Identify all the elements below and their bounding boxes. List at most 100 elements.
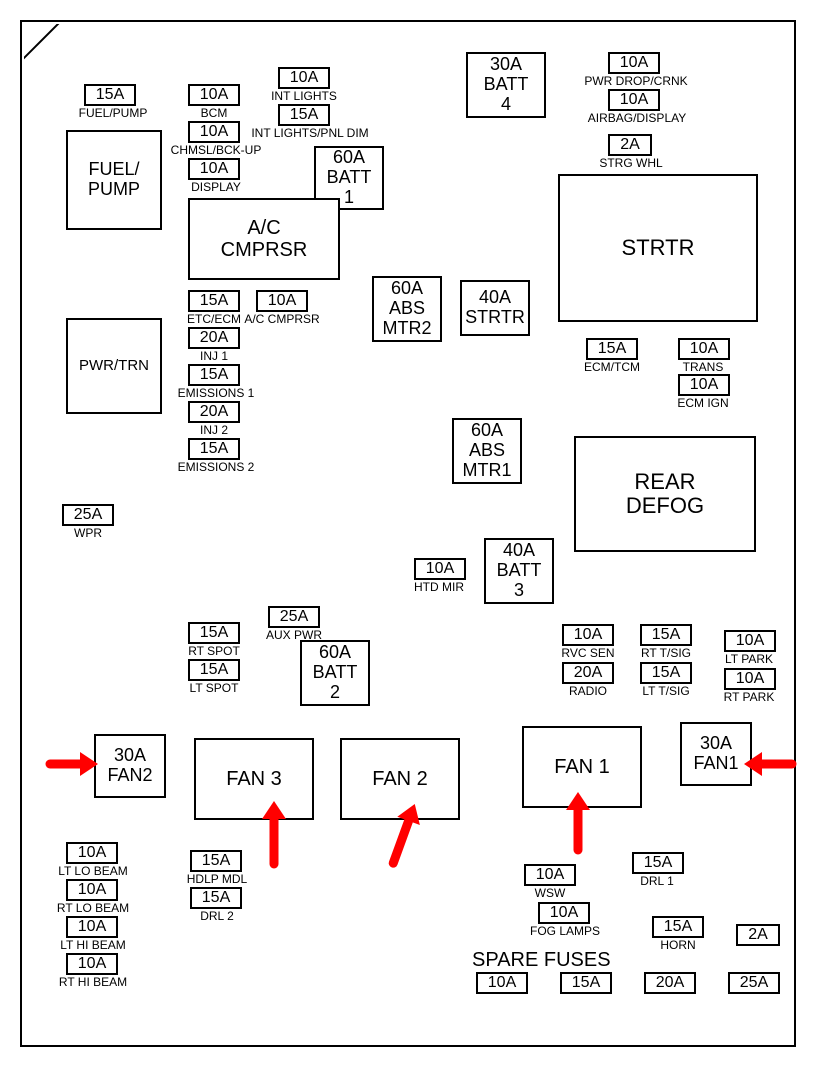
fuse-rt-lo-beam-text: 10A: [78, 881, 106, 899]
fuse-ecm-ign-label: ECM IGN: [674, 397, 732, 409]
fuse-lt-t-sig-label: LT T/SIG: [636, 685, 696, 697]
fuse-hdlp-mdl-text: 15A: [202, 852, 230, 870]
fuse-strg-whl: 2A: [608, 134, 652, 156]
fuse-airbag-display-label: AIRBAG/DISPLAY: [586, 112, 688, 124]
fuse-lt-t-sig: 15A: [640, 662, 692, 684]
fuse-emissions2: 15A: [188, 438, 240, 460]
fuse-drl2-label: DRL 2: [196, 910, 238, 922]
fuse-lt-hi-beam: 10A: [66, 916, 118, 938]
fuse-pwr-drop: 10A: [608, 52, 660, 74]
box-strtr-40a-text: 40A STRTR: [465, 288, 525, 328]
fuse-lt-lo-beam-label: LT LO BEAM: [54, 865, 132, 877]
fuse-display-text: 10A: [200, 160, 228, 178]
fuse-rt-spot-label: RT SPOT: [186, 645, 242, 657]
fuse-rt-park: 10A: [724, 668, 776, 690]
box-fan2-30a: 30A FAN2: [94, 734, 166, 798]
fuse-htd-mir-label: HTD MIR: [408, 581, 470, 593]
fuse-spare-25a-text: 25A: [740, 974, 768, 992]
fuse-emissions1: 15A: [188, 364, 240, 386]
fuse-trans: 10A: [678, 338, 730, 360]
fuse-box-panel: 15AFUEL/PUMP10ABCM10AINT LIGHTS15AINT LI…: [20, 20, 796, 1047]
fuse-rt-spot: 15A: [188, 622, 240, 644]
box-abs-mtr1-text: 60A ABS MTR1: [463, 421, 512, 480]
box-batt3-text: 40A BATT 3: [497, 541, 542, 600]
fuse-spare-2a: 2A: [736, 924, 780, 946]
fuse-hdlp-mdl: 15A: [190, 850, 242, 872]
fuse-trans-label: TRANS: [678, 361, 728, 373]
relay-fuel-pump: FUEL/ PUMP: [66, 130, 162, 230]
relay-fan1-text: FAN 1: [554, 756, 610, 778]
fuse-rt-t-sig-label: RT T/SIG: [636, 647, 696, 659]
fuse-rt-hi-beam: 10A: [66, 953, 118, 975]
relay-fan3: FAN 3: [194, 738, 314, 820]
fuse-lt-spot: 15A: [188, 659, 240, 681]
fuse-drl1-label: DRL 1: [636, 875, 678, 887]
fuse-horn: 15A: [652, 916, 704, 938]
fuse-wsw-label: WSW: [532, 887, 568, 899]
fuse-fuel-pump-text: 15A: [96, 86, 124, 104]
fuse-horn-text: 15A: [664, 918, 692, 936]
fuse-aux-pwr: 25A: [268, 606, 320, 628]
fuse-lt-park-label: LT PARK: [720, 653, 778, 665]
fuse-ac-cmprsr-sm: 10A: [256, 290, 308, 312]
fuse-drl2: 15A: [190, 887, 242, 909]
fuse-int-lights-text: 10A: [290, 69, 318, 87]
fuse-etc-ecm-text: 15A: [200, 292, 228, 310]
box-batt2: 60A BATT 2: [300, 640, 370, 706]
fuse-emissions1-text: 15A: [200, 366, 228, 384]
corner-clip: [22, 22, 82, 82]
fuse-chmsl-bckup-label: CHMSL/BCK-UP: [170, 144, 262, 156]
fuse-wpr-text: 25A: [74, 506, 102, 524]
fuse-lt-t-sig-text: 15A: [652, 664, 680, 682]
box-batt2-text: 60A BATT 2: [313, 643, 358, 702]
relay-fan2: FAN 2: [340, 738, 460, 820]
fuse-spare-2a-text: 2A: [748, 926, 768, 944]
label-spare-fuses: SPARE FUSES: [472, 950, 672, 970]
fuse-ecm-tcm: 15A: [586, 338, 638, 360]
fuse-lt-lo-beam: 10A: [66, 842, 118, 864]
fuse-spare-20a-text: 20A: [656, 974, 684, 992]
fuse-inj1-label: INJ 1: [196, 350, 232, 362]
fuse-drl1-text: 15A: [644, 854, 672, 872]
box-fan1-30a: 30A FAN1: [680, 722, 752, 786]
box-fan1-30a-text: 30A FAN1: [693, 734, 738, 774]
fuse-int-lights-pnl-text: 15A: [290, 106, 318, 124]
fuse-rt-hi-beam-label: RT HI BEAM: [54, 976, 132, 988]
fuse-airbag-display: 10A: [608, 89, 660, 111]
fuse-spare-15a: 15A: [560, 972, 612, 994]
fuse-wpr: 25A: [62, 504, 114, 526]
fuse-fuel-pump: 15A: [84, 84, 136, 106]
fuse-inj2-label: INJ 2: [196, 424, 232, 436]
fuse-int-lights-pnl: 15A: [278, 104, 330, 126]
fuse-lt-hi-beam-label: LT HI BEAM: [54, 939, 132, 951]
relay-strtr-text: STRTR: [622, 236, 695, 260]
box-batt3: 40A BATT 3: [484, 538, 554, 604]
fuse-radio: 20A: [562, 662, 614, 684]
fuse-chmsl-bckup: 10A: [188, 121, 240, 143]
fuse-emissions2-text: 15A: [200, 440, 228, 458]
fuse-radio-text: 20A: [574, 664, 602, 682]
fuse-lt-park-text: 10A: [736, 632, 764, 650]
fuse-spare-10a-text: 10A: [488, 974, 516, 992]
fuse-hdlp-mdl-label: HDLP MDL: [182, 873, 252, 885]
relay-fan2-text: FAN 2: [372, 768, 428, 790]
fuse-radio-label: RADIO: [564, 685, 612, 697]
fuse-pwr-drop-text: 10A: [620, 54, 648, 72]
fuse-lt-spot-text: 15A: [200, 661, 228, 679]
fuse-wsw-text: 10A: [536, 866, 564, 884]
fuse-rt-spot-text: 15A: [200, 624, 228, 642]
fuse-rt-lo-beam-label: RT LO BEAM: [54, 902, 132, 914]
relay-fan3-text: FAN 3: [226, 768, 282, 790]
fuse-ac-cmprsr-sm-text: 10A: [268, 292, 296, 310]
fuse-rvc-sen-label: RVC SEN: [558, 647, 618, 659]
fuse-emissions1-label: EMISSIONS 1: [174, 387, 258, 399]
fuse-ecm-ign: 10A: [678, 374, 730, 396]
fuse-inj1-text: 20A: [200, 329, 228, 347]
box-abs-mtr2: 60A ABS MTR2: [372, 276, 442, 342]
fuse-htd-mir: 10A: [414, 558, 466, 580]
fuse-rt-hi-beam-text: 10A: [78, 955, 106, 973]
fuse-fog-lamps-label: FOG LAMPS: [526, 925, 604, 937]
relay-rear-defog: REAR DEFOG: [574, 436, 756, 552]
fuse-emissions2-label: EMISSIONS 2: [174, 461, 258, 473]
fuse-inj2-text: 20A: [200, 403, 228, 421]
